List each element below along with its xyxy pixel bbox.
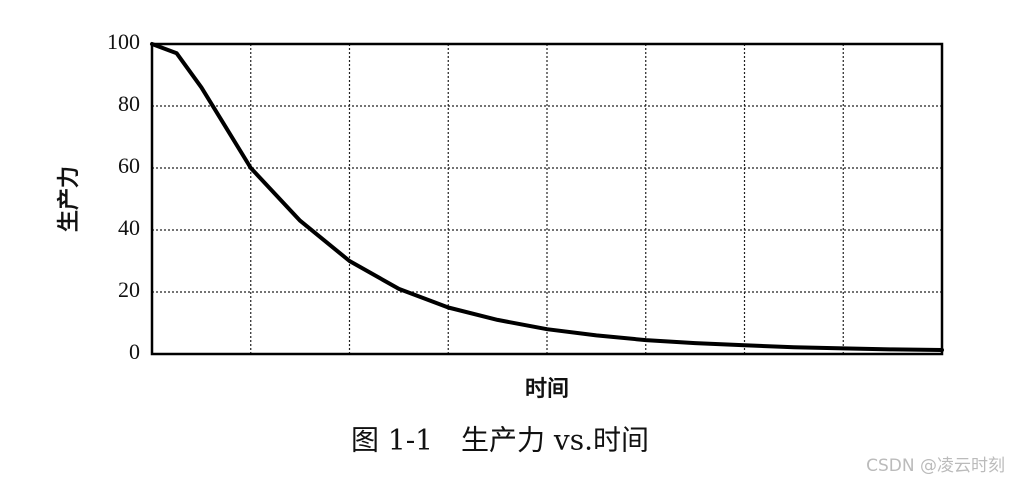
x-axis-label: 时间 [525, 377, 569, 402]
y-tick-label: 80 [118, 91, 140, 116]
plot-frame [150, 42, 944, 356]
y-tick-label: 20 [118, 277, 140, 302]
chart-title: 图 1-1 生产力 vs.时间 [351, 424, 649, 457]
y-tick-label: 0 [129, 339, 140, 364]
y-tick-label: 40 [118, 215, 140, 240]
watermark: CSDN @凌云时刻 [866, 456, 1005, 476]
line [150, 42, 944, 352]
y-tick-label: 60 [118, 153, 140, 178]
y-tick-label: 100 [107, 29, 140, 54]
y-axis-label: 生产力 [57, 166, 82, 232]
